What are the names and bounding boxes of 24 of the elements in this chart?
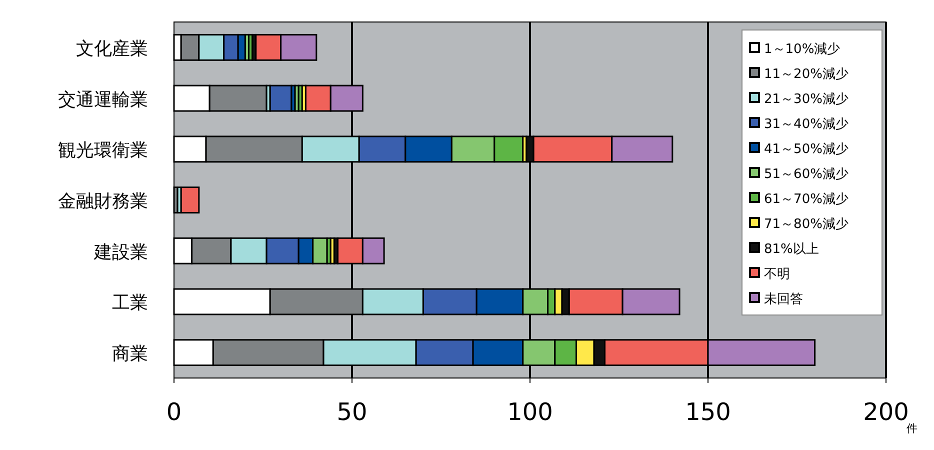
legend-label: 11～20%減少 [764, 67, 848, 82]
x-tick-label: 50 [336, 398, 368, 426]
legend-label: 41～50%減少 [764, 142, 848, 157]
legend-label: 1～10%減少 [764, 42, 840, 57]
y-tick-label: 交通運輸業 [58, 89, 148, 110]
legend-label: 21～30%減少 [764, 92, 848, 107]
y-tick-label: 金融財務業 [58, 191, 148, 212]
x-tick-label: 200 [863, 398, 909, 426]
legend-label: 71～80%減少 [764, 217, 848, 232]
legend-label: 31～40%減少 [764, 117, 848, 132]
x-tick-label: 100 [507, 398, 553, 426]
y-tick-label: 文化産業 [76, 38, 148, 60]
y-tick-label: 工業 [112, 292, 148, 314]
x-axis-title: 件 [906, 422, 918, 435]
y-tick-label: 商業 [112, 344, 148, 365]
y-tick-label: 建設業 [93, 242, 148, 263]
legend-label: 51～60%減少 [764, 167, 848, 182]
legend-label: 81%以上 [764, 242, 819, 257]
legend-label: 不明 [764, 267, 790, 282]
y-tick-label: 観光環衛業 [58, 140, 148, 162]
legend-label: 未回答 [764, 292, 803, 307]
x-tick-label: 0 [166, 398, 182, 426]
legend-label: 61～70%減少 [764, 192, 848, 207]
x-tick-label: 150 [685, 398, 731, 426]
